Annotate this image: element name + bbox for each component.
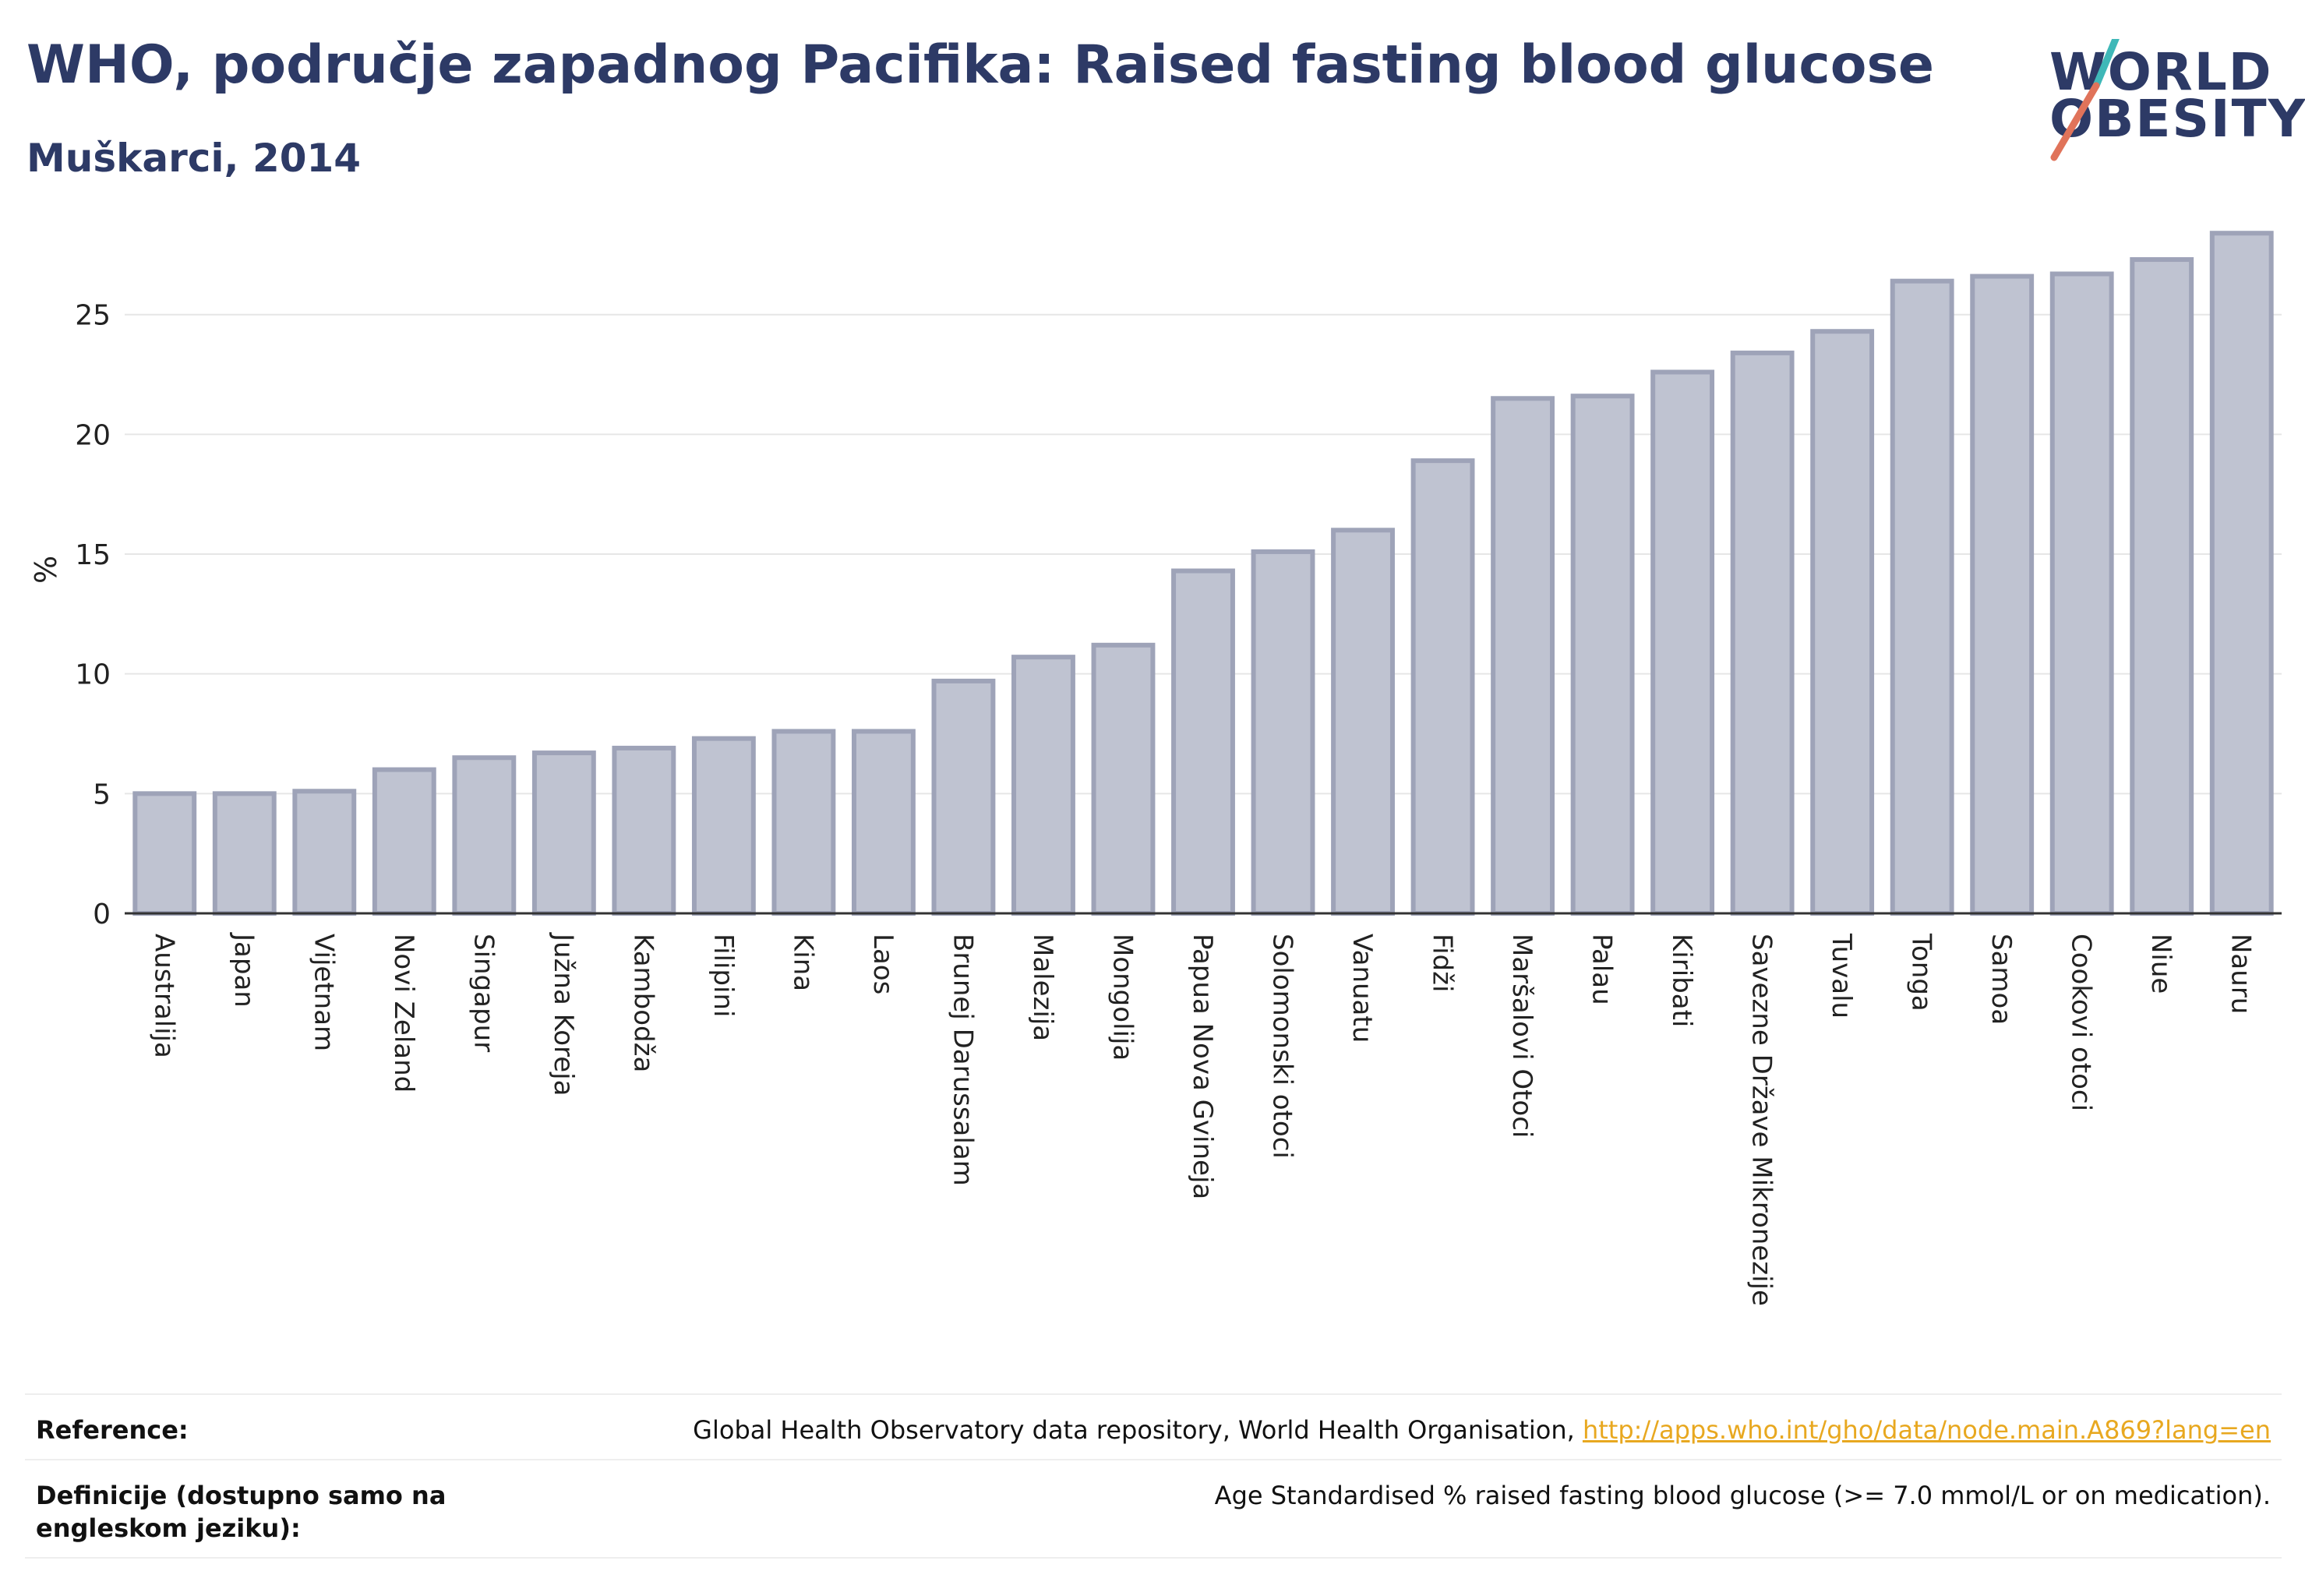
bar xyxy=(1091,642,1156,916)
bar xyxy=(1970,274,2035,916)
bar xyxy=(2049,271,2114,916)
bar xyxy=(1730,350,1795,916)
x-tick-label: Novi Zeland xyxy=(388,934,419,1093)
y-tick-label: 15 xyxy=(75,539,111,571)
x-tick-label: Niue xyxy=(2145,934,2176,994)
x-tick-label: Filipini xyxy=(708,934,739,1017)
reference-link[interactable]: http://apps.who.int/gho/data/node.main.A… xyxy=(1582,1415,2271,1445)
bar xyxy=(1011,655,1075,916)
bar xyxy=(1251,549,1315,916)
bar xyxy=(931,678,996,916)
definition-text: Age Standardised % raised fasting blood … xyxy=(1214,1481,2271,1510)
x-tick-label: Australija xyxy=(148,934,179,1058)
chart-bars xyxy=(132,231,2274,916)
bar xyxy=(132,791,197,916)
bar xyxy=(612,745,676,916)
x-tick-label: Kina xyxy=(787,934,818,991)
bar xyxy=(1890,278,1954,916)
bar xyxy=(2130,257,2194,916)
x-tick-label: Mongolija xyxy=(1107,934,1138,1061)
y-tick-label: 10 xyxy=(75,659,111,691)
definition-label: Definicije (dostupno samo na engleskom j… xyxy=(36,1481,447,1543)
bar xyxy=(212,791,277,916)
bar xyxy=(851,729,916,916)
bar xyxy=(1570,394,1635,916)
bar xyxy=(1410,458,1475,916)
world-obesity-logo: WORLD OBESITY xyxy=(2026,39,2305,164)
x-tick-label: Južna Koreja xyxy=(548,932,579,1096)
x-tick-label: Solomonski otoci xyxy=(1267,934,1298,1159)
bar-chart: 0 5 10 15 20 25 Australija Japan Vijetnam Novi Z… xyxy=(29,231,2282,1306)
bar xyxy=(691,736,756,916)
bar xyxy=(771,729,836,916)
x-tick-label: Vijetnam xyxy=(308,934,339,1051)
y-tick-labels: 0 5 10 15 20 25 xyxy=(75,300,111,930)
x-tick-label: Maršalovi Otoci xyxy=(1506,934,1537,1138)
x-tick-label: Tonga xyxy=(1906,933,1937,1012)
y-axis-label: % xyxy=(29,556,63,584)
y-tick-label: 25 xyxy=(75,300,111,332)
bar xyxy=(1491,396,1555,916)
x-tick-label: Samoa xyxy=(1986,934,2017,1025)
x-tick-label: Papua Nova Gvineja xyxy=(1187,934,1218,1199)
bar xyxy=(1171,568,1235,916)
bar xyxy=(1331,528,1395,916)
references-panel: Reference: Global Health Observatory dat… xyxy=(25,1393,2282,1559)
bar xyxy=(2209,231,2274,916)
x-tick-label: Palau xyxy=(1587,934,1618,1005)
y-tick-label: 20 xyxy=(75,419,111,451)
x-tick-label: Fidži xyxy=(1427,934,1458,992)
definition-row: Definicije (dostupno samo na engleskom j… xyxy=(25,1459,2282,1559)
x-tick-label: Japan xyxy=(228,932,259,1008)
bar xyxy=(1650,369,1715,916)
x-tick-label: Laos xyxy=(867,934,898,994)
x-tick-label: Vanuatu xyxy=(1347,934,1378,1043)
x-tick-label: Malezija xyxy=(1027,934,1058,1041)
x-tick-label: Singapur xyxy=(468,934,499,1052)
reference-row: Reference: Global Health Observatory dat… xyxy=(25,1393,2282,1459)
logo-line-1: WORLD xyxy=(2049,42,2273,102)
page-title: WHO, područje zapadnog Pacifika: Raised … xyxy=(26,34,1935,96)
x-tick-labels: Australija Japan Vijetnam Novi Zeland Singap… xyxy=(148,932,2256,1306)
bar xyxy=(292,789,357,916)
page-subtitle: Muškarci, 2014 xyxy=(26,136,362,181)
reference-value: Global Health Observatory data repositor… xyxy=(693,1414,2271,1446)
bar xyxy=(452,755,517,916)
x-tick-label: Kiribati xyxy=(1666,934,1697,1027)
reference-text: Global Health Observatory data repositor… xyxy=(693,1415,1575,1445)
bar xyxy=(372,767,436,916)
x-tick-label: Brunej Darussalam xyxy=(947,934,978,1186)
x-tick-label: Kambodža xyxy=(627,934,658,1072)
logo-slash-icon xyxy=(2050,39,2120,161)
y-tick-label: 5 xyxy=(93,779,111,810)
y-tick-label: 0 xyxy=(93,899,111,930)
x-tick-label: Nauru xyxy=(2226,934,2257,1014)
x-tick-label: Tuvalu xyxy=(1826,933,1857,1019)
reference-label: Reference: xyxy=(36,1415,189,1445)
bar xyxy=(531,750,596,916)
bar xyxy=(1810,329,1875,916)
x-tick-label: Cookovi otoci xyxy=(2066,934,2097,1111)
x-tick-label: Savezne Države Mikronezije xyxy=(1746,934,1777,1306)
